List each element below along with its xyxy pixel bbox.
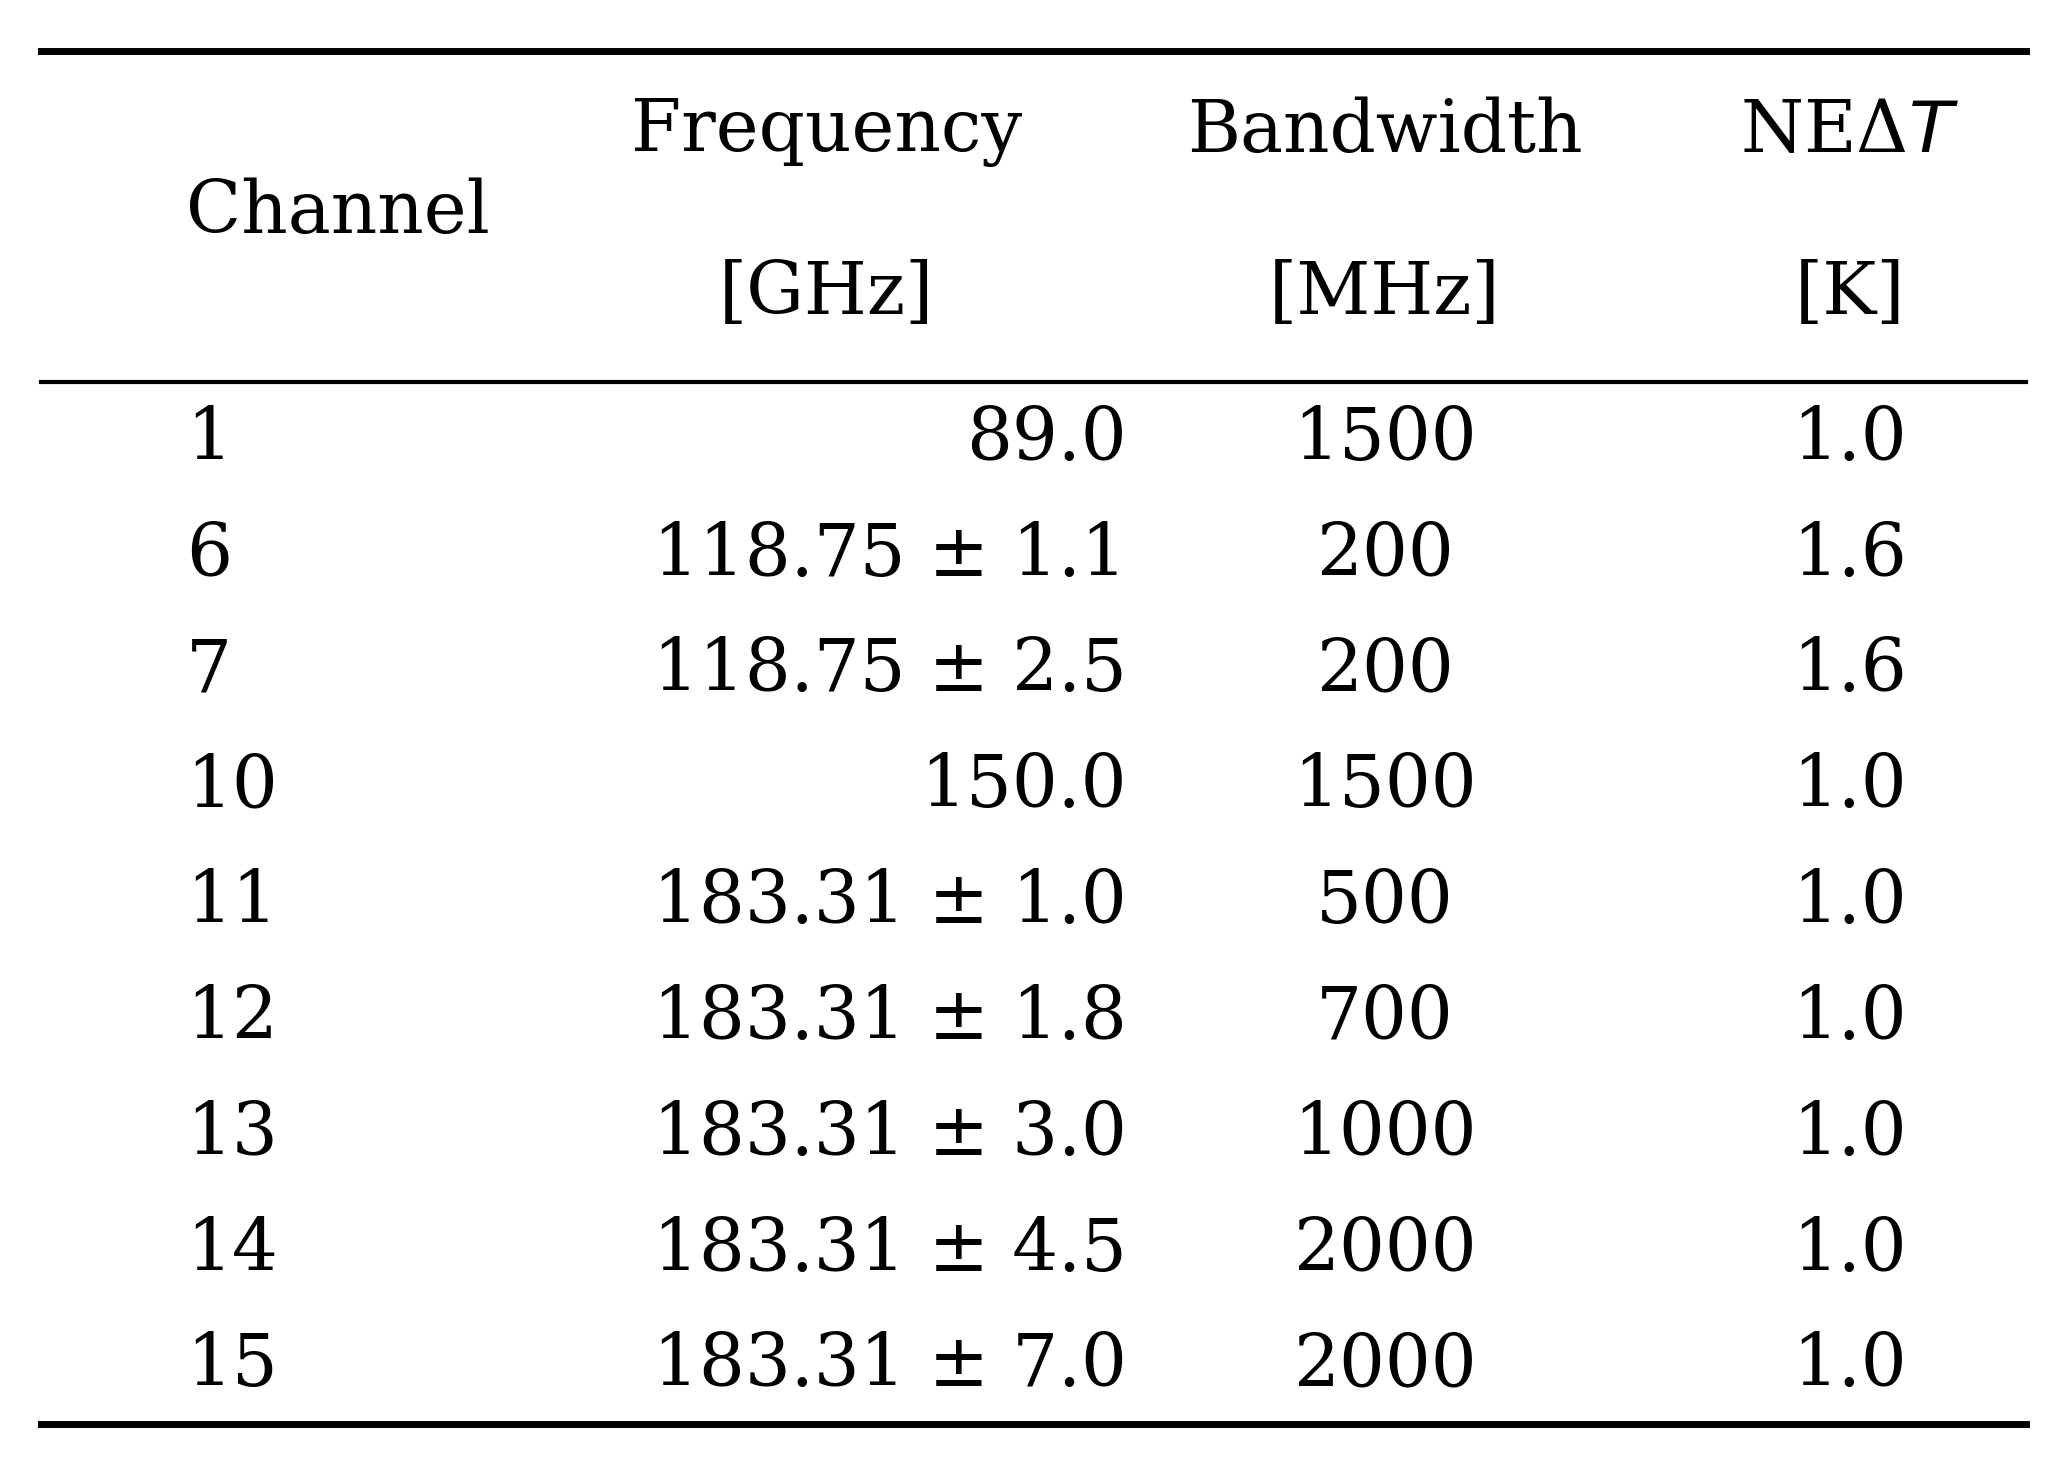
Text: 183.31 ± 4.5: 183.31 ± 4.5 <box>653 1216 1127 1286</box>
Text: 1500: 1500 <box>1294 752 1476 822</box>
Text: 89.0: 89.0 <box>965 404 1127 474</box>
Text: 1.0: 1.0 <box>1792 752 1908 822</box>
Text: 1.6: 1.6 <box>1792 636 1908 706</box>
Text: Channel: Channel <box>186 178 490 248</box>
Text: 1.0: 1.0 <box>1792 1216 1908 1286</box>
Text: 500: 500 <box>1317 868 1453 938</box>
Text: 13: 13 <box>186 1100 277 1170</box>
Text: 183.31 ± 7.0: 183.31 ± 7.0 <box>653 1331 1127 1402</box>
Text: 1.0: 1.0 <box>1792 1100 1908 1170</box>
Text: 7: 7 <box>186 636 232 706</box>
Text: Bandwidth: Bandwidth <box>1186 97 1583 167</box>
Text: 118.75 ± 1.1: 118.75 ± 1.1 <box>653 520 1127 590</box>
Text: 1.0: 1.0 <box>1792 984 1908 1054</box>
Text: 12: 12 <box>186 984 277 1054</box>
Text: 183.31 ± 1.0: 183.31 ± 1.0 <box>653 868 1127 938</box>
Text: 15: 15 <box>186 1331 277 1402</box>
Text: 700: 700 <box>1317 984 1453 1054</box>
Text: 2000: 2000 <box>1294 1331 1476 1402</box>
Text: [MHz]: [MHz] <box>1269 258 1501 329</box>
Text: 1500: 1500 <box>1294 404 1476 474</box>
Text: 1.0: 1.0 <box>1792 868 1908 938</box>
Text: 183.31 ± 3.0: 183.31 ± 3.0 <box>653 1100 1127 1170</box>
Text: NEΔ$T$: NEΔ$T$ <box>1740 97 1960 167</box>
Text: Frequency: Frequency <box>630 97 1023 167</box>
Text: 150.0: 150.0 <box>920 752 1127 822</box>
Text: 14: 14 <box>186 1216 277 1286</box>
Text: 118.75 ± 2.5: 118.75 ± 2.5 <box>653 636 1127 706</box>
Text: [GHz]: [GHz] <box>719 258 934 329</box>
Text: 6: 6 <box>186 520 232 590</box>
Text: 1.0: 1.0 <box>1792 404 1908 474</box>
Text: 200: 200 <box>1317 520 1453 590</box>
Text: 1.0: 1.0 <box>1792 1331 1908 1402</box>
Text: 200: 200 <box>1317 636 1453 706</box>
Text: 183.31 ± 1.8: 183.31 ± 1.8 <box>653 984 1127 1054</box>
Text: 11: 11 <box>186 868 277 938</box>
Text: 1: 1 <box>186 404 232 474</box>
Text: [K]: [K] <box>1794 258 1906 329</box>
Text: 10: 10 <box>186 752 277 822</box>
Text: 2000: 2000 <box>1294 1216 1476 1286</box>
Text: 1000: 1000 <box>1294 1100 1476 1170</box>
Text: 1.6: 1.6 <box>1792 520 1908 590</box>
